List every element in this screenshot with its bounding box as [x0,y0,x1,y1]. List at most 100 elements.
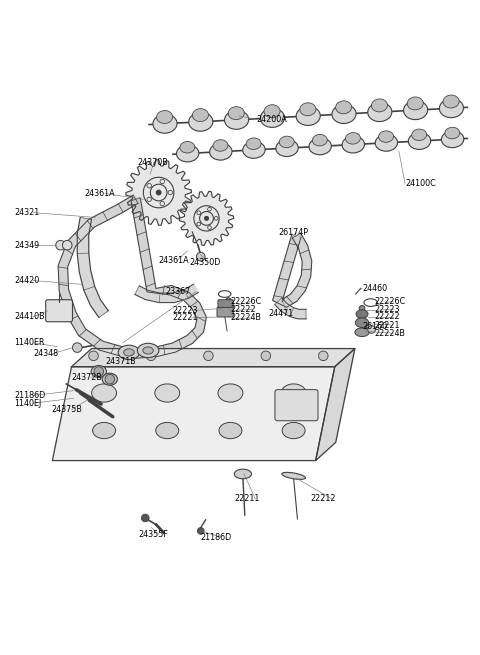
Text: 24361A: 24361A [158,256,189,265]
Ellipse shape [442,131,464,147]
Text: 22226C: 22226C [230,297,262,306]
Ellipse shape [180,141,195,153]
Text: 22226C: 22226C [374,297,405,306]
Text: 24200A: 24200A [257,115,288,124]
Ellipse shape [192,109,208,122]
Text: 24471: 24471 [269,309,294,318]
Text: 24355F: 24355F [139,530,168,539]
Ellipse shape [412,129,427,141]
Ellipse shape [445,127,460,139]
Polygon shape [316,348,355,460]
Ellipse shape [332,105,356,124]
Ellipse shape [368,103,392,122]
Circle shape [89,351,98,361]
Ellipse shape [177,145,199,162]
Ellipse shape [92,384,117,402]
Ellipse shape [124,349,134,356]
Circle shape [359,305,365,311]
Ellipse shape [264,105,280,118]
Polygon shape [72,348,355,367]
Text: 22223: 22223 [172,307,198,315]
Text: 24460: 24460 [362,284,387,293]
Text: 24350D: 24350D [190,258,221,267]
Ellipse shape [219,422,242,439]
Text: 24321: 24321 [14,208,39,217]
Ellipse shape [408,132,431,149]
Text: 22221: 22221 [172,314,198,322]
Ellipse shape [355,328,369,337]
Polygon shape [180,191,234,246]
Ellipse shape [225,110,249,129]
Text: 24410B: 24410B [14,312,45,322]
Polygon shape [77,217,108,318]
Text: 22212: 22212 [311,495,336,503]
Circle shape [56,240,65,250]
Ellipse shape [118,345,140,360]
Text: 24349: 24349 [14,240,39,250]
Circle shape [196,252,205,261]
Circle shape [226,298,231,303]
Ellipse shape [137,343,159,358]
Circle shape [204,351,213,361]
Ellipse shape [375,134,397,151]
Ellipse shape [407,97,423,110]
Text: 22221: 22221 [374,320,399,329]
Ellipse shape [276,140,298,157]
Text: 22222: 22222 [230,305,256,314]
Ellipse shape [213,140,228,151]
Ellipse shape [243,141,265,159]
Text: 24375B: 24375B [51,405,82,415]
Ellipse shape [228,107,244,120]
Text: 21186D: 21186D [14,391,45,400]
Ellipse shape [312,134,327,146]
Ellipse shape [372,99,387,112]
Circle shape [94,367,104,377]
Polygon shape [275,298,306,319]
Circle shape [146,351,156,361]
Text: 24100C: 24100C [405,179,436,189]
Ellipse shape [234,469,252,479]
Ellipse shape [309,138,331,155]
Text: 24370B: 24370B [137,158,168,167]
Ellipse shape [300,103,316,116]
Ellipse shape [91,365,107,377]
Text: 22222: 22222 [374,312,400,322]
Ellipse shape [143,347,154,354]
Text: 26174P: 26174P [278,228,308,237]
Circle shape [197,527,204,534]
Text: 22211: 22211 [234,495,260,503]
Ellipse shape [93,422,116,439]
FancyBboxPatch shape [217,307,233,317]
Ellipse shape [218,384,243,402]
Circle shape [156,191,161,195]
Text: 24420: 24420 [14,276,39,285]
Polygon shape [52,367,335,460]
Text: 24361A: 24361A [84,189,115,198]
Ellipse shape [356,310,368,318]
Text: 24371B: 24371B [105,356,136,365]
Ellipse shape [282,422,305,439]
Text: 24348: 24348 [33,349,59,358]
Ellipse shape [404,101,428,120]
Text: 22224B: 22224B [374,329,405,338]
Circle shape [72,343,82,352]
Text: 24372B: 24372B [72,373,102,383]
Ellipse shape [346,132,360,144]
Ellipse shape [260,109,285,127]
Polygon shape [135,284,198,303]
Circle shape [319,351,328,361]
Ellipse shape [156,111,173,124]
Text: 1140ER: 1140ER [14,339,45,347]
Ellipse shape [281,384,306,402]
Ellipse shape [246,138,261,149]
Circle shape [204,217,208,220]
Ellipse shape [443,95,459,108]
Ellipse shape [153,114,177,133]
Ellipse shape [296,107,320,126]
Text: 23367: 23367 [166,287,191,296]
Ellipse shape [282,472,305,479]
FancyBboxPatch shape [46,300,72,322]
FancyBboxPatch shape [218,300,233,309]
Ellipse shape [189,112,213,131]
Circle shape [142,514,149,522]
